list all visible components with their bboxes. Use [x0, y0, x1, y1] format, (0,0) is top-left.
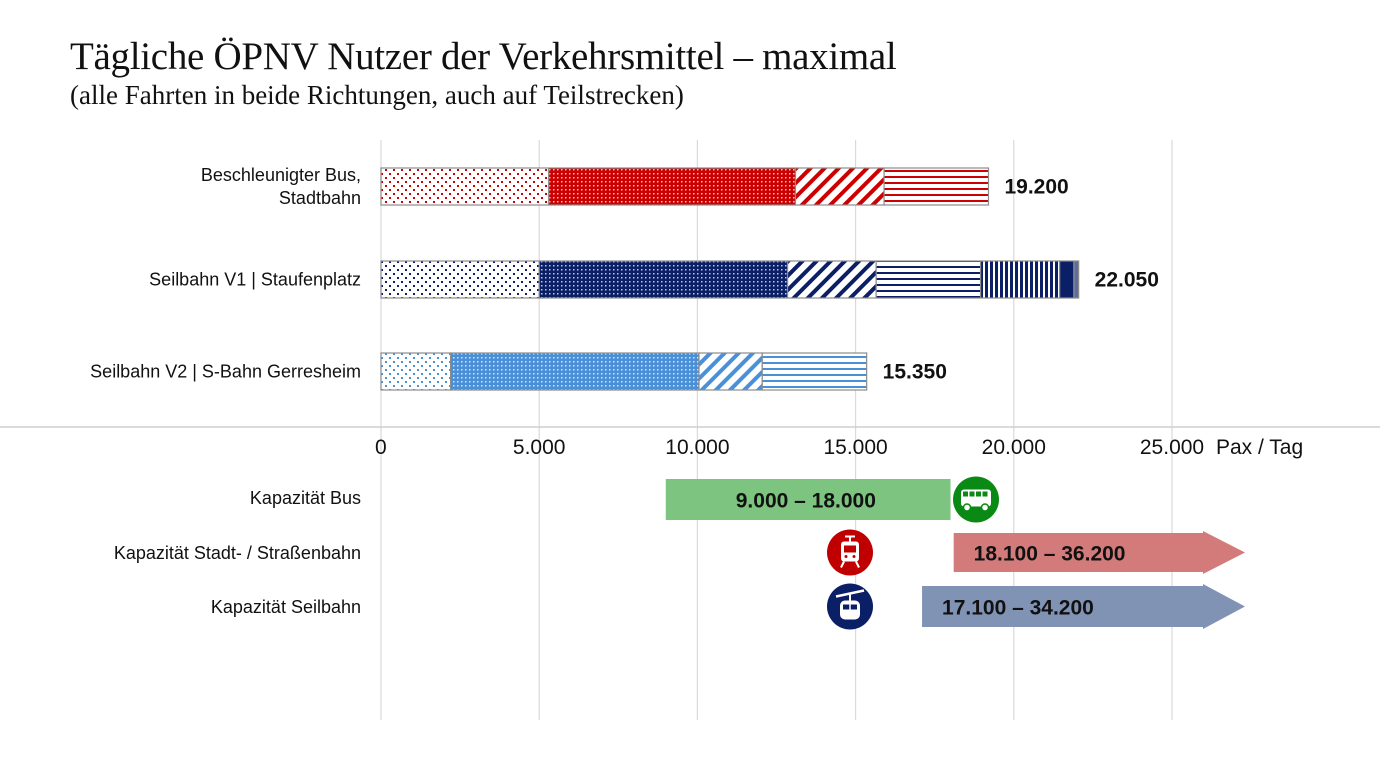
bar-segment — [875, 260, 982, 299]
category-label: Seilbahn V2 | S-Bahn Gerresheim — [90, 362, 361, 382]
chart-subtitle: (alle Fahrten in beide Richtungen, auch … — [70, 80, 684, 110]
capacity-bar — [665, 479, 951, 520]
category-labels: Beschleunigter Bus, Stadtbahn Seilbahn V1 … — [90, 165, 361, 617]
stacked-bars: 19.200 22.050 15.350 — [380, 167, 1159, 391]
capacity-label: Kapazität Seilbahn — [211, 597, 361, 617]
bar-group: 15.350 — [380, 352, 947, 391]
capacity-range-label: 9.000 – 18.000 — [736, 490, 876, 513]
bar-segment — [380, 352, 452, 391]
bus-icon — [953, 476, 999, 523]
x-tick-label: 5.000 — [513, 436, 566, 459]
capacity-arrow — [953, 531, 1245, 574]
capacity-range: 9.000 – 18.000 — [665, 476, 999, 523]
bar-segment — [548, 167, 797, 206]
bar-group: 22.050 — [380, 260, 1159, 299]
bar-segment — [1059, 260, 1075, 299]
capacity-label: Kapazität Stadt- / Straßenbahn — [114, 543, 361, 563]
x-tick-label: 25.000 — [1140, 436, 1204, 459]
tram-icon — [827, 529, 873, 576]
bar-total-label: 19.200 — [1004, 176, 1068, 199]
x-axis-label: Pax / Tag — [1216, 436, 1303, 459]
bar-segment — [883, 167, 990, 206]
gridlines — [380, 140, 1173, 720]
bar-segment — [794, 167, 885, 206]
bar-segment — [979, 260, 1061, 299]
bar-segment — [450, 352, 700, 391]
bar-segment — [761, 352, 868, 391]
cable-car-icon — [827, 583, 873, 630]
category-label: Beschleunigter Bus, — [201, 165, 361, 185]
x-axis-ticks: 0 5.000 10.000 15.000 20.000 25.000 Pax / Tag — [375, 436, 1303, 459]
bar-segment — [380, 260, 540, 299]
category-label: Stadtbahn — [279, 188, 361, 208]
x-tick-label: 10.000 — [665, 436, 729, 459]
x-tick-label: 0 — [375, 436, 387, 459]
x-tick-label: 20.000 — [982, 436, 1046, 459]
bar-group: 19.200 — [380, 167, 1069, 206]
capacity-range: 18.100 – 36.200 — [827, 529, 1245, 576]
bar-segment — [380, 167, 550, 206]
chart-title: Tägliche ÖPNV Nutzer der Verkehrsmittel … — [70, 35, 897, 78]
capacity-range: 17.100 – 34.200 — [827, 583, 1245, 630]
capacity-range-label: 17.100 – 34.200 — [942, 597, 1094, 620]
category-label: Seilbahn V1 | Staufenplatz — [149, 270, 361, 290]
bar-total-label: 22.050 — [1095, 269, 1159, 292]
capacity-range-label: 18.100 – 36.200 — [974, 543, 1126, 566]
bar-segment — [538, 260, 789, 299]
capacity-ranges: 9.000 – 18.000 18.100 – 36.200 17.100 – 34… — [665, 476, 1245, 630]
capacity-label: Kapazität Bus — [250, 488, 361, 508]
bar-segment — [786, 260, 877, 299]
bar-total-label: 15.350 — [883, 361, 947, 384]
x-tick-label: 15.000 — [823, 436, 887, 459]
bar-segment — [698, 352, 763, 391]
capacity-arrow — [922, 584, 1245, 629]
bar-segment — [1073, 260, 1080, 299]
